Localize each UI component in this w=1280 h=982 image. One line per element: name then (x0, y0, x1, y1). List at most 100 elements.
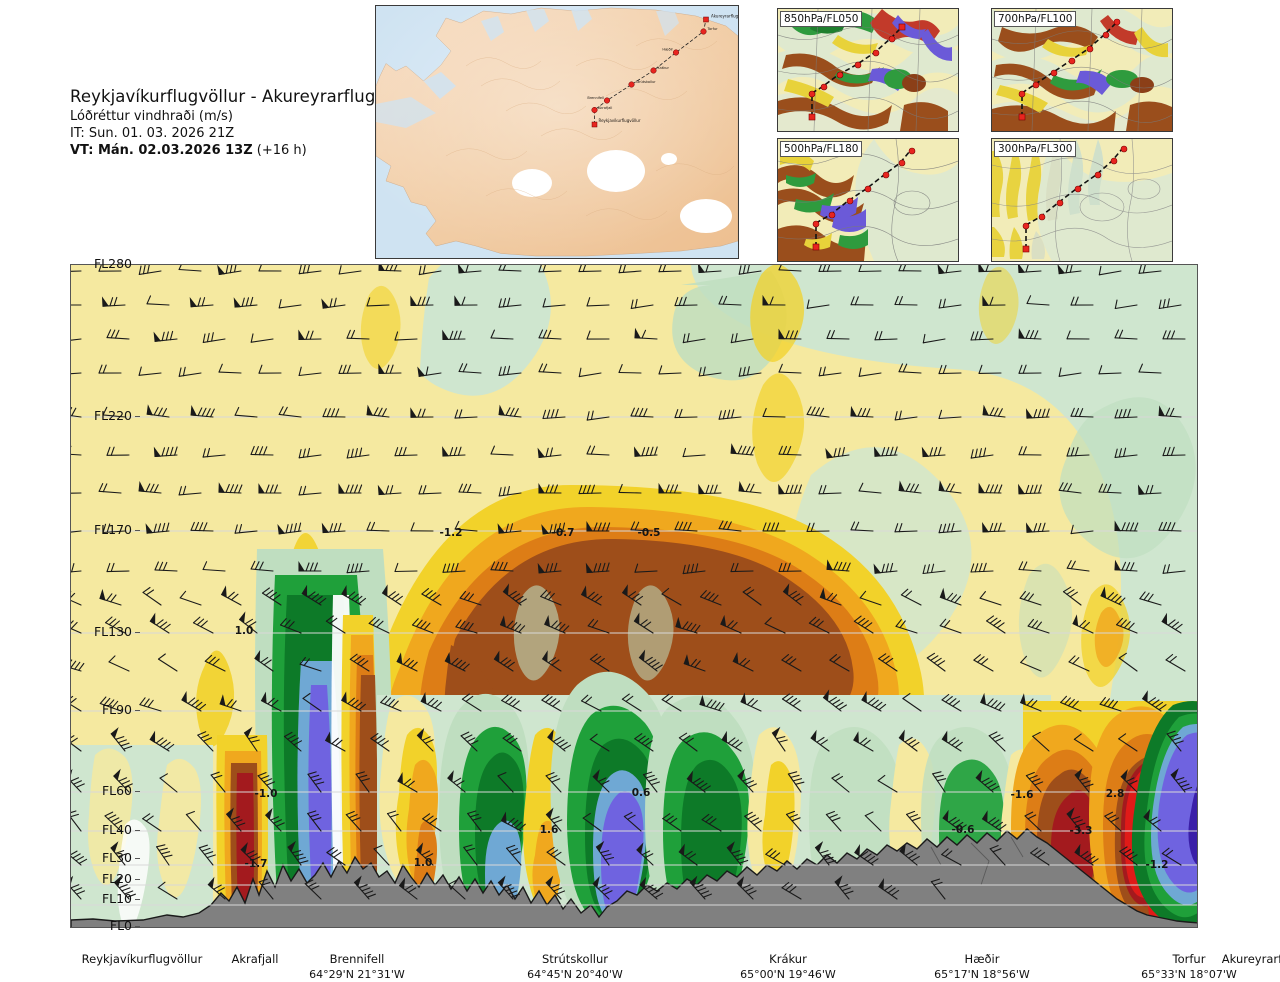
station-coordinates: 65°33'N 18°07'W (1099, 968, 1279, 982)
thumbnail-label: 700hPa/FL100 (994, 11, 1076, 27)
fl-tick-mark (135, 858, 140, 859)
station-name: Hæðir (892, 952, 1072, 968)
page-title: Reykjavíkurflugvöllur - Akureyrarflugvöl… (70, 86, 422, 108)
wind-barb-shaft (579, 271, 601, 272)
fl-tick-label: FL60 (70, 783, 132, 798)
contour-label: -1.2 (1146, 859, 1169, 871)
contour-label: 1.0 (414, 857, 433, 869)
map-waypoint-marker[interactable] (592, 122, 597, 127)
thumbnail-label: 300hPa/FL300 (994, 141, 1076, 157)
title-block: Reykjavíkurflugvöllur - Akureyrarflugvöl… (70, 86, 422, 159)
station-coordinates: 64°29'N 21°31'W (267, 968, 447, 982)
thumbnail-500hpa[interactable]: 500hPa/FL180 (777, 138, 959, 262)
wind-barb-shaft (763, 416, 785, 417)
contour-label: 1.0 (235, 625, 254, 637)
station-name: Brennifell (267, 952, 447, 968)
fl-tick-mark (135, 530, 140, 531)
map-svg: Akureyrarflugvöllur Torfur Hæðir Krákur Strú… (376, 6, 738, 258)
map-waypoint-marker[interactable] (704, 17, 709, 22)
thumbnail-map-svg (992, 9, 1172, 131)
thumbnail-map-svg (778, 139, 958, 261)
contour-label: -0.6 (952, 824, 975, 836)
wind-barb-shaft (619, 492, 641, 493)
wind-barb-shaft (1163, 455, 1185, 456)
map-waypoint-label: Akrafjall (598, 106, 612, 110)
map-waypoint-label: Hæðir (662, 48, 673, 52)
map-waypoint-marker[interactable] (651, 68, 657, 74)
thumbnail-map-svg (992, 139, 1172, 261)
fl-tick-label: FL170 (70, 522, 132, 537)
station-coordinates: 65°00'N 19°46'W (698, 968, 878, 982)
field-layer: -1.2-0.7-0.51.0-1.0-1.71.01.60.6-1.62.8-… (71, 265, 1198, 928)
thumbnail-850hpa[interactable]: 850hPa/FL050 (777, 8, 959, 132)
map-waypoint-marker[interactable] (701, 29, 707, 35)
wind-barb-shaft (395, 571, 417, 572)
thumbnail-700hpa[interactable]: 700hPa/FL100 (991, 8, 1173, 132)
fl-tick-label: FL40 (70, 822, 132, 837)
fl-tick-mark (135, 632, 140, 633)
fl-tick-mark (135, 926, 140, 927)
station-name: Krákur (698, 952, 878, 968)
map-glacier-hofsjokull (680, 199, 732, 233)
thumbnail-label: 850hPa/FL050 (780, 11, 862, 27)
fl-tick-label: FL10 (70, 891, 132, 906)
wind-barb-shaft (191, 530, 213, 531)
wind-barb-shaft (71, 493, 81, 494)
map-waypoint-label: Krákur (658, 66, 670, 70)
wind-barb-shaft (895, 305, 917, 306)
wind-barb-shaft (859, 271, 881, 272)
map-glacier-tiny (661, 153, 677, 165)
fl-tick-mark (135, 830, 140, 831)
station-name: Strútskollur (485, 952, 665, 968)
fl-tick-mark (135, 899, 140, 900)
wind-barb-shaft (827, 338, 849, 339)
wind-barb-shaft (675, 305, 697, 306)
contour-label: -0.5 (638, 527, 661, 539)
wind-barb-shaft (731, 571, 753, 572)
station-name: Akureyrarflugvöllur (1187, 952, 1280, 968)
fl-tick-label: FL90 (70, 702, 132, 717)
fl-tick-label: FL30 (70, 850, 132, 865)
wind-barb-shaft (107, 571, 129, 572)
fl-tick-label: FL130 (70, 624, 132, 639)
wind-barb-shaft (675, 417, 697, 418)
map-waypoint-marker[interactable] (604, 98, 610, 104)
fl-tick-mark (135, 264, 140, 265)
map-waypoint-marker[interactable] (629, 82, 635, 88)
contour-label: -3.3 (1070, 825, 1093, 837)
map-waypoint-label: Torfur (707, 27, 719, 31)
contour-label: -0.7 (552, 527, 575, 539)
fl-tick-label: FL280 (70, 256, 132, 271)
contour-label: 0.6 (632, 787, 651, 799)
wind-barb-shaft (579, 493, 601, 494)
map-glacier-langjokull (587, 150, 645, 192)
wind-barb-shaft (71, 271, 81, 272)
map-waypoint-label: Strútskollur (636, 80, 657, 84)
station-coordinates: 65°17'N 18°56'W (892, 968, 1072, 982)
thumbnail-300hpa[interactable]: 300hPa/FL300 (991, 138, 1173, 262)
map-waypoint-label: Reykjavíkurflugvöllur (599, 118, 641, 123)
contour-label: -1.0 (255, 788, 278, 800)
parameter-label: Lóðréttur vindhraði (m/s) (70, 108, 422, 125)
contour-label: -1.7 (245, 858, 268, 870)
fl-tick-mark (135, 879, 140, 880)
valid-time-value: VT: Mán. 02.03.2026 13Z (70, 143, 253, 158)
route-map-inset[interactable]: Akureyrarflugvöllur Torfur Hæðir Krákur Strú… (375, 5, 739, 259)
map-waypoint-marker[interactable] (592, 107, 598, 113)
wind-barb-shaft (939, 373, 961, 374)
thumbnail-label: 500hPa/FL180 (780, 141, 862, 157)
init-time-label: IT: Sun. 01. 03. 2026 21Z (70, 125, 422, 142)
wind-barb-shaft (659, 271, 681, 272)
map-waypoint-marker[interactable] (673, 50, 679, 56)
valid-time-label: VT: Mán. 02.03.2026 13Z (+16 h) (70, 142, 422, 159)
map-waypoint-label: Akureyrarflugvöllur (711, 14, 738, 19)
wind-barb-shaft (395, 455, 417, 456)
station-label: Akureyrarflugvöllur (1187, 952, 1280, 968)
fl-tick-mark (135, 791, 140, 792)
